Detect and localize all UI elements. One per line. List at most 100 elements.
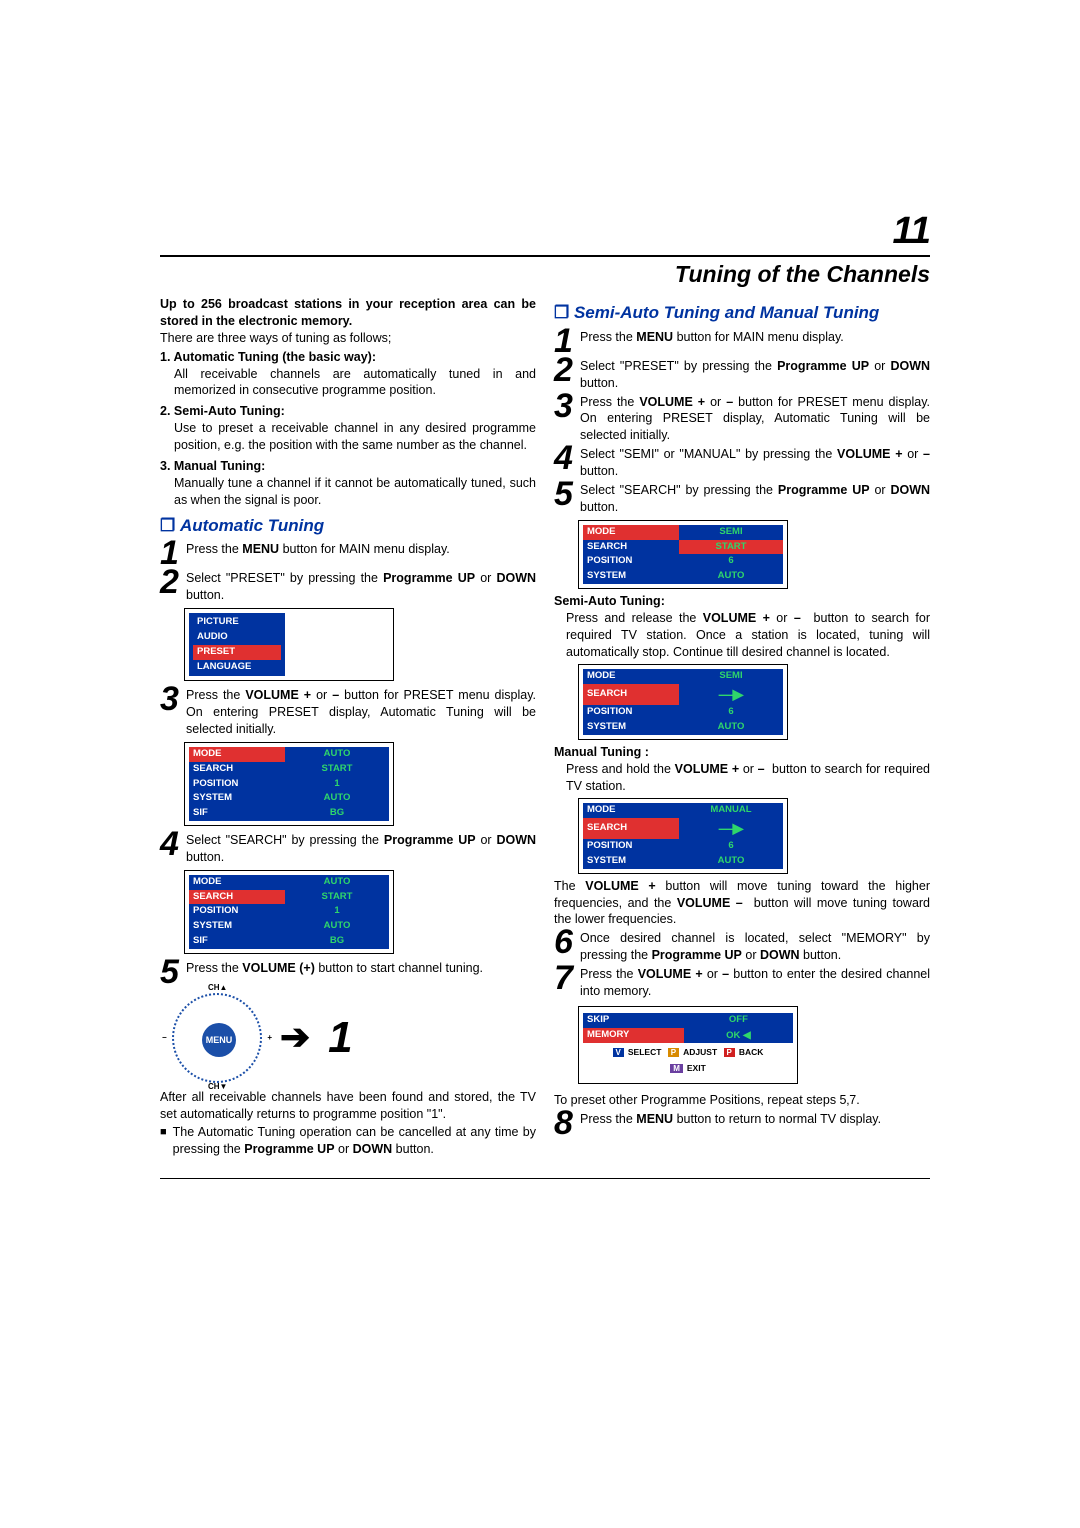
menu-item: PRESET	[193, 645, 281, 660]
step-number: 8	[554, 1109, 576, 1138]
menu-row: SEARCH—▶	[583, 684, 783, 705]
right-column: Semi-Auto Tuning and Manual Tuning 1Pres…	[554, 296, 930, 1158]
skip-memory-table: SKIPOFFMEMORYOK ◀	[583, 1013, 793, 1044]
tuning-ways-list: 1. Automatic Tuning (the basic way):All …	[160, 349, 536, 509]
legend-p-icon-1: P	[668, 1048, 679, 1057]
auto-step-4-li: 4Select "SEARCH" by pressing the Program…	[160, 830, 536, 866]
menu-row: MODESEMI	[583, 669, 783, 684]
step-number: 4	[160, 830, 182, 859]
auto-step-3: 3Press the VOLUME + or – button for PRES…	[160, 685, 536, 738]
legend-row-1: V SELECT P ADJUST P BACK	[583, 1047, 793, 1059]
legend-adjust: ADJUST	[683, 1047, 717, 1057]
menu-row: POSITION1	[189, 904, 389, 919]
semi-menu-1: MODESEMISEARCHSTARTPOSITION6SYSTEMAUTO	[578, 520, 788, 589]
menu-item: PICTURE	[193, 615, 281, 630]
repeat-note: To preset other Programme Positions, rep…	[554, 1092, 930, 1109]
menu-row: SYSTEMAUTO	[189, 919, 389, 934]
legend-exit: EXIT	[687, 1063, 706, 1073]
remote-menu-button: MENU	[202, 1023, 236, 1057]
menu-row: SYSTEMAUTO	[583, 720, 783, 735]
auto-step-4: 4Select "SEARCH" by pressing the Program…	[160, 830, 536, 866]
tuning-way-item: 2. Semi-Auto Tuning:Use to preset a rece…	[160, 403, 536, 454]
legend-back: BACK	[739, 1047, 764, 1057]
page-title: Tuning of the Channels	[160, 255, 930, 288]
semi-menu-1-table: MODESEMISEARCHSTARTPOSITION6SYSTEMAUTO	[583, 525, 783, 584]
semi-auto-body: Press and release the VOLUME + or – butt…	[566, 610, 930, 661]
menu-row: MODESEMI	[583, 525, 783, 540]
menu-row: POSITION1	[189, 777, 389, 792]
menu-row: MODEAUTO	[189, 875, 389, 890]
menu-row: POSITION6	[583, 839, 783, 854]
semi-step: 6Once desired channel is located, select…	[554, 928, 930, 964]
menu-row: SYSTEMAUTO	[583, 854, 783, 869]
semi-steps-top: 1Press the MENU button for MAIN menu dis…	[554, 327, 930, 516]
auto-step-1-2: 1Press the MENU button for MAIN menu dis…	[160, 539, 536, 604]
preset-menu-2-table: MODEAUTOSEARCHSTARTPOSITION1SYSTEMAUTOSI…	[189, 875, 389, 949]
semi-step-8: 8Press the MENU button to return to norm…	[554, 1109, 930, 1138]
manual-menu-table: MODEMANUALSEARCH—▶POSITION6SYSTEMAUTO	[583, 803, 783, 868]
manual-subhead: Manual Tuning :	[554, 744, 930, 761]
auto-step-1: 1Press the MENU button for MAIN menu dis…	[160, 539, 536, 568]
semi-step: 4Select "SEMI" or "MANUAL" by pressing t…	[554, 444, 930, 480]
legend-m-icon: M	[670, 1064, 683, 1073]
semi-step: 2Select "PRESET" by pressing the Program…	[554, 356, 930, 392]
two-column-layout: Up to 256 broadcast stations in your rec…	[160, 296, 930, 1158]
preset-menu-2: MODEAUTOSEARCHSTARTPOSITION1SYSTEMAUTOSI…	[184, 870, 394, 954]
menu-row: POSITION6	[583, 705, 783, 720]
semi-step: 1Press the MENU button for MAIN menu dis…	[554, 327, 930, 356]
big-one: 1	[328, 1008, 352, 1067]
menu-row: SEARCH—▶	[583, 818, 783, 839]
bottom-divider	[160, 1178, 930, 1179]
semi-step: 7Press the VOLUME + or – button to enter…	[554, 964, 930, 1000]
auto-step-3-li: 3Press the VOLUME + or – button for PRES…	[160, 685, 536, 738]
arrow-icon: ➔	[280, 1013, 310, 1062]
menu-item: AUDIO	[193, 630, 281, 645]
menu-row: SKIPOFF	[583, 1013, 793, 1028]
remote-minus: −	[162, 1033, 167, 1044]
legend-p-icon-2: P	[724, 1048, 735, 1057]
manual-menu: MODEMANUALSEARCH—▶POSITION6SYSTEMAUTO	[578, 798, 788, 873]
menu-row: SEARCHSTART	[583, 540, 783, 555]
menu-row: POSITION6	[583, 554, 783, 569]
remote-ring: MENU CH▲ CH▼ − +	[172, 993, 262, 1083]
page-number: 11	[160, 210, 930, 253]
menu-row: MODEMANUAL	[583, 803, 783, 818]
menu-row: SIFBG	[189, 806, 389, 821]
tuning-way-item: 3. Manual Tuning:Manually tune a channel…	[160, 458, 536, 509]
semi-menu-2-table: MODESEMISEARCH—▶POSITION6SYSTEMAUTO	[583, 669, 783, 734]
manual-body: Press and hold the VOLUME + or – button …	[566, 761, 930, 795]
menu-row: SYSTEMAUTO	[583, 569, 783, 584]
step-body: Press the VOLUME (+) button to start cha…	[186, 958, 536, 977]
manual-page: 11 Tuning of the Channels Up to 256 broa…	[0, 0, 1080, 1339]
legend-row-2: M EXIT	[583, 1063, 793, 1075]
auto-cancel-bullet: ■ The Automatic Tuning operation can be …	[160, 1124, 536, 1158]
remote-ch-up: CH▲	[208, 983, 227, 994]
tuning-way-item: 1. Automatic Tuning (the basic way):All …	[160, 349, 536, 400]
legend-select: SELECT	[628, 1047, 662, 1057]
semi-step: 5Select "SEARCH" by pressing the Program…	[554, 480, 930, 516]
preset-menu-1: MODEAUTOSEARCHSTARTPOSITION1SYSTEMAUTOSI…	[184, 742, 394, 826]
skip-memory-menu: SKIPOFFMEMORYOK ◀ VSELECT PADJUST PBACK …	[578, 1006, 798, 1084]
menu-row: MEMORYOK ◀	[583, 1028, 793, 1044]
main-menu-list: PICTUREAUDIOPRESETLANGUAGE	[189, 613, 285, 676]
auto-cancel-text: The Automatic Tuning operation can be ca…	[173, 1124, 536, 1158]
menu-row: SIFBG	[189, 934, 389, 949]
step-body: Press the MENU button to return to norma…	[580, 1109, 930, 1128]
step-body: Press the MENU button for MAIN menu disp…	[186, 539, 536, 558]
menu-row: MODEAUTO	[189, 747, 389, 762]
menu-row: SEARCHSTART	[189, 762, 389, 777]
intro-line: There are three ways of tuning as follow…	[160, 330, 536, 347]
step-number: 3	[160, 685, 182, 714]
semi-auto-subhead: Semi-Auto Tuning:	[554, 593, 930, 610]
menu-item: LANGUAGE	[193, 660, 281, 675]
step-body: Select "PRESET" by pressing the Programm…	[186, 568, 536, 604]
remote-plus: +	[267, 1033, 272, 1044]
legend-v-icon: V	[613, 1048, 624, 1057]
semi-manual-heading: Semi-Auto Tuning and Manual Tuning	[554, 302, 930, 325]
bullet-square-icon: ■	[160, 1124, 167, 1142]
left-column: Up to 256 broadcast stations in your rec…	[160, 296, 536, 1158]
volume-paragraph: The VOLUME + button will move tuning tow…	[554, 878, 930, 929]
step-8: 8Press the MENU button to return to norm…	[554, 1109, 930, 1138]
semi-steps-bottom: 6Once desired channel is located, select…	[554, 928, 930, 1000]
preset-menu-1-table: MODEAUTOSEARCHSTARTPOSITION1SYSTEMAUTOSI…	[189, 747, 389, 821]
